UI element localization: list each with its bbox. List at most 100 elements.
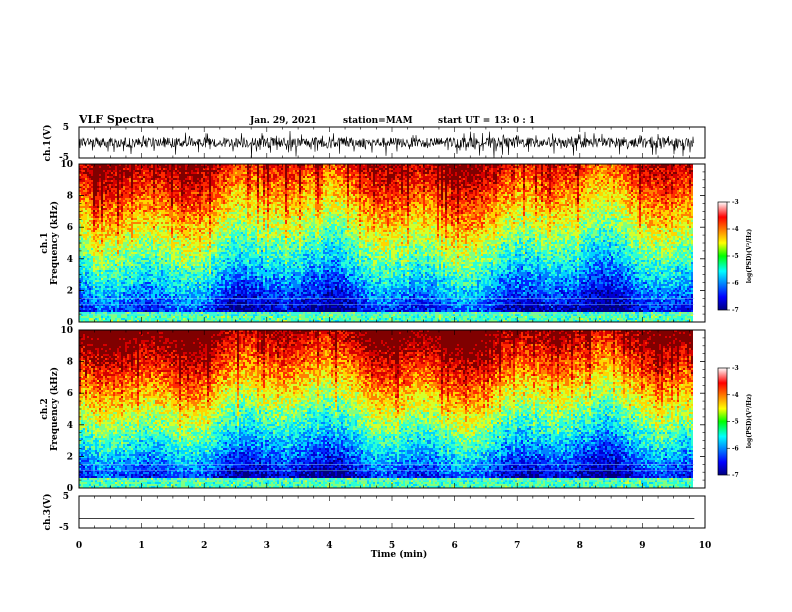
spectrogram-cell [201, 264, 203, 266]
spectrogram-cell [161, 284, 163, 286]
spectrogram-cell [159, 202, 161, 206]
spectrogram-cell [153, 198, 155, 202]
spectrogram-cell [191, 194, 193, 204]
spectrogram-cell [133, 206, 135, 208]
spectrogram-cell [207, 196, 209, 198]
spectrogram-cell [127, 252, 129, 260]
spectrogram-cell [143, 218, 145, 220]
spectrogram-cell [87, 274, 89, 276]
spectrogram-cell [119, 226, 121, 230]
spectrogram-cell [207, 254, 209, 256]
spectrogram-cell [125, 178, 127, 186]
spectrogram-cell [97, 164, 99, 182]
spectrogram-cell [123, 292, 125, 296]
spectrogram-cell [107, 226, 109, 228]
spectrogram-cell [193, 236, 195, 238]
spectrogram-cell [147, 184, 149, 186]
spectrogram-cell [111, 314, 113, 320]
spectrogram-cell [105, 186, 107, 188]
spectrogram-cell [169, 254, 171, 262]
spectrogram-cell [149, 210, 151, 212]
spectrogram-cell [135, 202, 137, 204]
spectrogram-cell [113, 290, 115, 298]
spectrogram-cell [211, 208, 213, 210]
spectrogram-cell [191, 242, 193, 244]
spectrogram-cell [203, 172, 205, 178]
spectrogram-cell [115, 236, 117, 238]
spectrogram-cell [117, 246, 119, 250]
spectrogram-cell [179, 192, 181, 196]
spectrogram-cell [187, 218, 189, 222]
spectrogram-cell [107, 270, 109, 272]
spectrogram-cell [119, 278, 121, 280]
spectrogram-cell [113, 288, 115, 290]
spectrogram-cell [167, 296, 169, 298]
spectrogram-cell [97, 238, 99, 240]
spectrogram-cell [101, 318, 103, 320]
spectrogram-cell [205, 306, 207, 308]
spectrogram-cell [85, 302, 87, 304]
spectrogram-cell [173, 212, 175, 216]
spectrogram-cell [175, 294, 177, 296]
spectrogram-cell [211, 168, 213, 170]
spectrogram-cell [119, 170, 121, 172]
spectrogram-cell [193, 252, 195, 254]
spectrogram-cell [203, 274, 205, 280]
spectrogram-cell [127, 220, 129, 222]
spectrogram-cell [185, 284, 187, 286]
spectrogram-cell [127, 208, 129, 210]
spectrogram-cell [149, 216, 151, 220]
spectrogram-cell [103, 206, 105, 208]
spectrogram-cell [161, 186, 163, 188]
spectrogram-cell [151, 186, 153, 194]
spectrogram-cell [185, 220, 187, 224]
spectrogram-cell [137, 240, 139, 248]
spectrogram-cell [135, 272, 137, 274]
spectrogram-cell [141, 272, 143, 274]
spectrogram-cell [189, 262, 191, 264]
spectrogram-cell [205, 312, 207, 314]
spectrogram-cell [187, 310, 189, 312]
spectrogram-cell [137, 188, 139, 190]
spectrogram-cell [207, 202, 209, 204]
spectrogram-cell [97, 294, 99, 296]
spectrogram-cell [199, 164, 201, 180]
spectrogram-cell [87, 258, 89, 260]
spectrogram-cell [119, 174, 121, 178]
spectrogram-cell [189, 242, 191, 244]
spectrogram-cell [163, 306, 165, 308]
spectrogram-cell [129, 250, 131, 254]
spectrogram-cell [165, 312, 167, 314]
spectrogram-cell [207, 282, 209, 286]
spectrogram-cell [87, 294, 89, 296]
spectrogram-cell [153, 278, 155, 280]
spectrogram-cell [101, 228, 103, 230]
spectrogram-cell [107, 224, 109, 226]
spectrogram-cell [187, 268, 189, 272]
spectrogram-cell [189, 272, 191, 274]
spectrogram-cell [175, 292, 177, 294]
spectrogram-cell [163, 318, 165, 320]
spectrogram-cell [133, 272, 135, 274]
spectrogram-cell [123, 212, 125, 220]
spectrogram-cell [147, 212, 149, 214]
spectrogram-cell [193, 246, 195, 248]
spectrogram-cell [87, 192, 89, 194]
spectrogram-cell [189, 200, 191, 204]
spectrogram-cell [137, 216, 139, 220]
spectrogram-cell [99, 168, 101, 174]
spectrogram-cell [135, 296, 137, 298]
spectrogram-cell [163, 292, 165, 294]
spectrogram-cell [133, 248, 135, 250]
spectrogram-cell [187, 180, 189, 182]
spectrogram-cell [155, 310, 157, 312]
spectrogram-cell [145, 226, 147, 234]
spectrogram-cell [155, 194, 157, 196]
spectrogram-cell [177, 258, 179, 260]
spectrogram-cell [189, 216, 191, 218]
spectrogram-cell [93, 210, 95, 212]
spectrogram-cell [177, 266, 179, 268]
spectrogram-cell [81, 182, 83, 184]
spectrogram-cell [165, 280, 167, 282]
spectrogram-cell [107, 186, 109, 190]
